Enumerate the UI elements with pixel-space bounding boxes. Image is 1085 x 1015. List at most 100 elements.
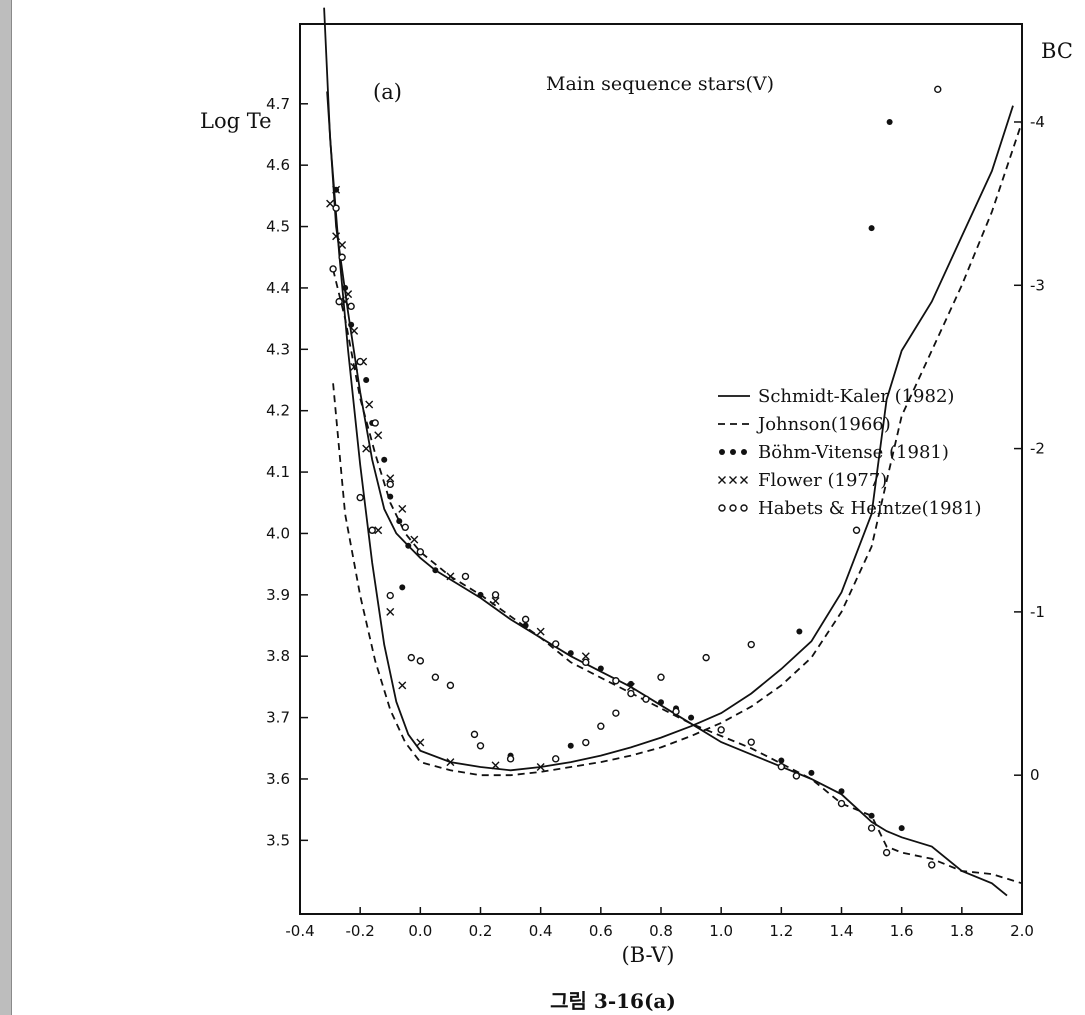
x-tick-label: 0.2 <box>469 922 493 940</box>
data-point-logte <box>747 738 755 746</box>
data-point-bc <box>627 689 635 698</box>
y-left-tick-label: 3.7 <box>266 709 290 727</box>
data-point-bc <box>386 591 394 600</box>
data-point-logte <box>344 290 353 299</box>
data-point-logte <box>838 788 845 795</box>
data-point-bc <box>657 673 665 681</box>
y-left-tick-label: 4.1 <box>266 463 290 481</box>
data-point-logte <box>491 591 500 599</box>
data-point-logte <box>477 591 484 598</box>
data-point-logte <box>521 615 530 624</box>
y-left-tick-label: 3.8 <box>266 647 290 665</box>
data-point-bc <box>747 640 755 649</box>
y-left-tick-label: 3.9 <box>266 586 290 604</box>
data-point-logte <box>552 640 560 648</box>
y-right-tick-label: -4 <box>1030 113 1045 131</box>
data-point-logte <box>491 596 500 605</box>
legend-label: Schmidt-Kaler (1982) <box>758 386 954 407</box>
y-right-tick-label: -1 <box>1030 603 1045 621</box>
data-point-bc <box>886 118 893 125</box>
data-point-bc <box>416 657 425 665</box>
legend-swatch <box>718 476 726 484</box>
legend-swatch <box>729 504 737 512</box>
x-tick-label: 0.8 <box>649 922 673 940</box>
legend-swatch <box>729 476 737 484</box>
data-point-logte <box>792 772 801 780</box>
data-point-bc <box>341 297 350 306</box>
data-point-logte <box>386 474 395 483</box>
data-point-logte <box>348 321 355 328</box>
y-left-axis-title: Log Te <box>200 109 272 133</box>
series-line-logte <box>326 91 1008 897</box>
data-point-logte <box>642 695 650 703</box>
data-point-bc <box>362 444 371 453</box>
data-point-logte <box>381 456 388 463</box>
legend-swatch <box>741 449 747 455</box>
series-line-bc <box>323 7 1014 772</box>
data-point-logte <box>347 302 355 311</box>
data-point-logte <box>597 665 604 672</box>
data-point-bc <box>446 681 455 690</box>
data-point-logte <box>332 185 341 194</box>
data-point-bc <box>506 755 515 763</box>
data-point-logte <box>356 357 364 366</box>
x-axis-ticks: -0.4 -0.2 0.0 0.2 0.4 0.6 0.8 1.0 1.2 1.4 1.6 1.8 2.… <box>285 907 1034 940</box>
plot-frame <box>299 23 1023 915</box>
legend-swatch <box>740 476 748 484</box>
panel-label: (a) <box>373 80 402 104</box>
data-point-logte <box>332 204 340 212</box>
data-point-logte <box>410 535 419 544</box>
data-point-bc <box>491 761 500 770</box>
data-point-bc <box>416 738 425 747</box>
data-point-logte <box>338 240 347 249</box>
data-point-logte <box>396 518 403 525</box>
data-point-logte <box>882 848 891 857</box>
y-left-tick-label: 4.3 <box>266 340 290 358</box>
legend-label: Flower (1977) <box>758 470 887 491</box>
data-point-bc <box>597 722 605 730</box>
x-tick-label: 2.0 <box>1010 922 1034 940</box>
data-point-logte <box>342 284 349 291</box>
y-left-tick-label: 4.0 <box>266 524 290 542</box>
legend-label: Böhm-Vitense (1981) <box>758 442 949 463</box>
data-point-logte <box>536 627 545 636</box>
y-left-tick-label: 3.5 <box>266 831 290 849</box>
data-point-bc <box>702 653 710 662</box>
x-tick-label: 1.0 <box>709 922 733 940</box>
x-tick-label: 0.6 <box>589 922 613 940</box>
data-point-bc <box>552 755 560 763</box>
y-right-axis-title: BC <box>1041 39 1073 63</box>
series-line-bc <box>332 121 1023 777</box>
chart-annotation: Main sequence stars(V) <box>546 73 774 95</box>
data-point-bc <box>350 362 359 371</box>
data-point-bc <box>431 673 440 681</box>
left-margin-bar <box>0 0 12 1015</box>
series-layer <box>323 7 1023 897</box>
data-point-logte <box>567 650 574 657</box>
data-point-bc <box>335 297 343 306</box>
data-point-bc <box>476 742 485 750</box>
data-point-logte <box>868 812 875 819</box>
data-point-logte <box>688 714 695 721</box>
data-point-logte <box>672 707 680 716</box>
data-point-bc <box>368 526 376 534</box>
data-point-logte <box>363 377 370 383</box>
x-tick-label: 0.0 <box>408 922 432 940</box>
data-point-logte <box>658 699 664 706</box>
data-point-bc <box>536 763 545 772</box>
data-point-bc <box>398 681 407 690</box>
y-left-tick-label: 3.6 <box>266 770 290 788</box>
legend-label: Johnson(1966) <box>756 414 891 435</box>
data-point-logte <box>365 400 374 409</box>
data-point-logte <box>867 824 876 832</box>
data-point-logte <box>386 480 394 489</box>
data-point-bc <box>567 742 574 749</box>
data-point-bc <box>386 607 395 616</box>
data-point-logte <box>432 567 439 574</box>
legend-swatch <box>740 504 748 512</box>
y-right-tick-label: -3 <box>1030 276 1045 294</box>
legend-swatch <box>730 449 736 455</box>
data-point-logte <box>522 622 529 629</box>
data-point-logte <box>371 419 379 427</box>
